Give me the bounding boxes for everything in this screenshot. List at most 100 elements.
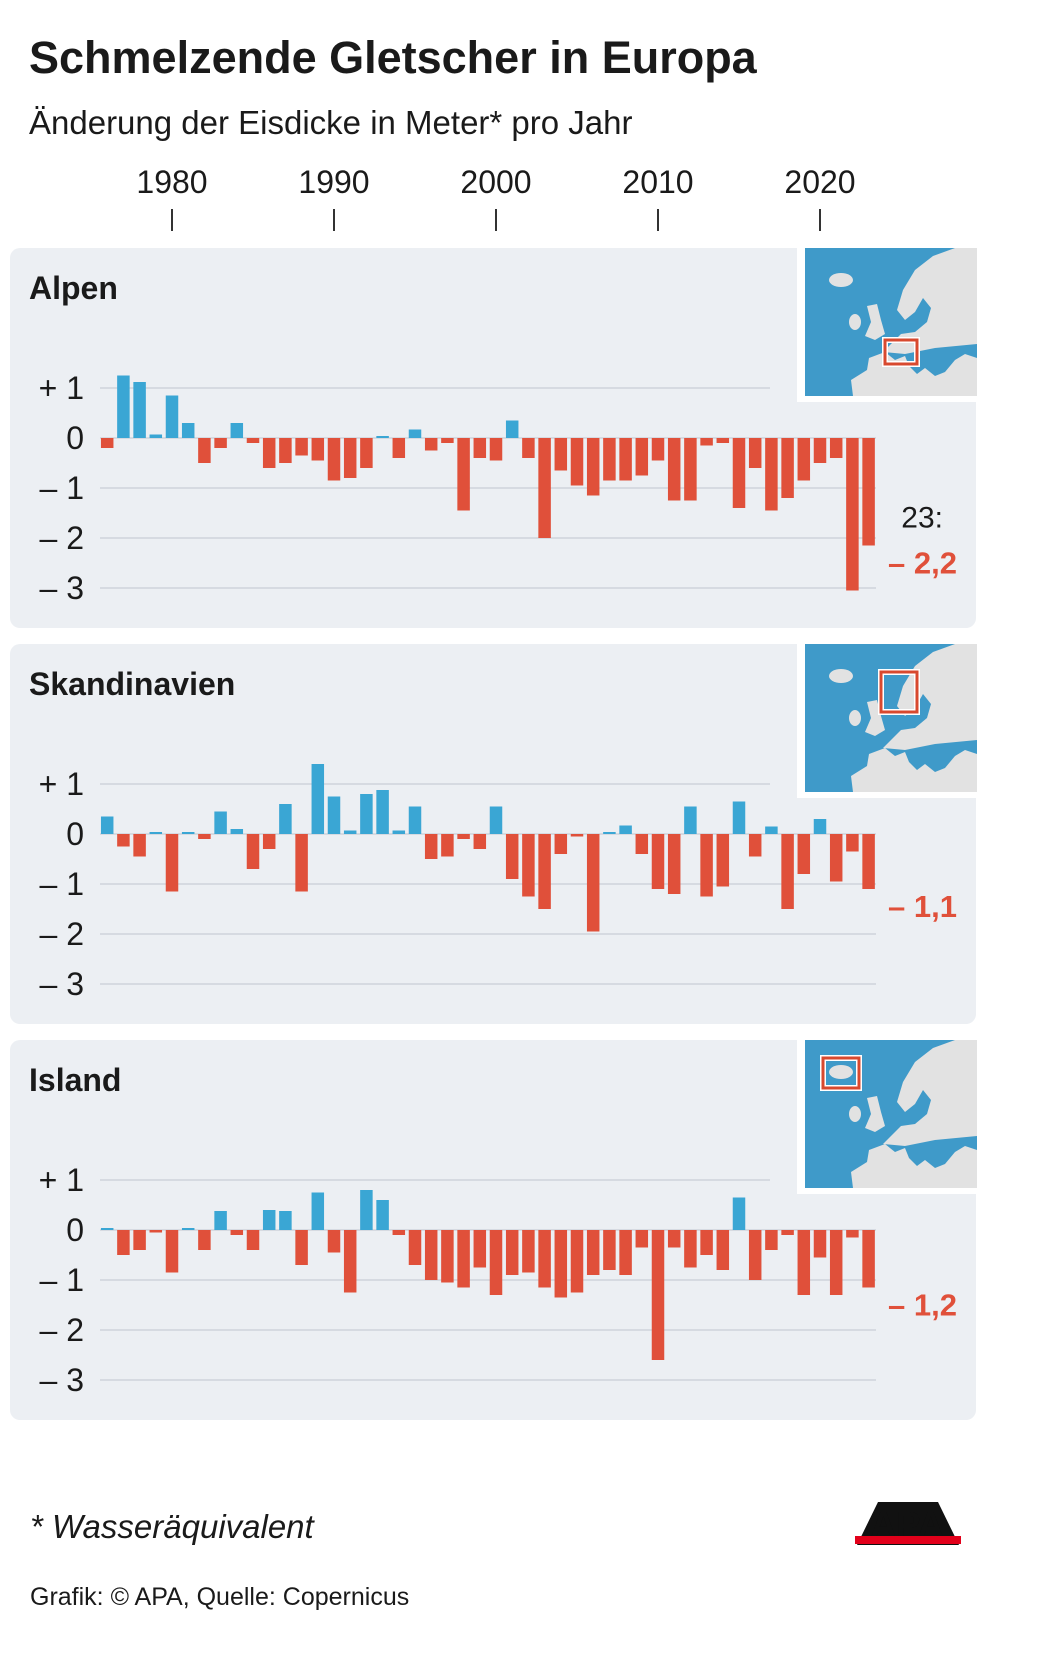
bar xyxy=(797,1230,811,1295)
bar xyxy=(149,1230,163,1233)
bar xyxy=(586,438,600,496)
panel-title: Alpen xyxy=(29,270,118,306)
bar xyxy=(198,834,211,839)
bar xyxy=(829,1230,843,1295)
bar xyxy=(765,438,778,511)
map-highlight xyxy=(821,1056,861,1090)
bar xyxy=(100,438,114,448)
apa-logo-shape xyxy=(857,1502,959,1545)
bar xyxy=(262,834,276,849)
y-tick-label: – 1 xyxy=(40,866,84,902)
bar xyxy=(651,834,665,889)
x-tick-label: 2010 xyxy=(622,164,693,200)
bar xyxy=(100,816,114,834)
bar xyxy=(554,834,568,854)
bar xyxy=(246,834,260,869)
y-tick-label: – 1 xyxy=(40,470,84,506)
bar xyxy=(117,834,130,847)
bar xyxy=(457,1230,470,1288)
bar xyxy=(360,794,373,834)
x-tick-label: 2000 xyxy=(460,164,531,200)
bar xyxy=(214,438,227,448)
bar xyxy=(667,438,681,501)
bar xyxy=(619,438,632,481)
bar xyxy=(295,1230,308,1265)
bar xyxy=(392,438,406,458)
bar xyxy=(311,438,325,461)
bar xyxy=(748,438,762,468)
bar xyxy=(165,395,179,438)
y-tick-label: 0 xyxy=(66,1212,84,1248)
bar xyxy=(635,834,649,854)
bar xyxy=(311,764,325,834)
bar xyxy=(684,438,697,501)
bar xyxy=(781,834,794,909)
bar xyxy=(181,1228,195,1230)
bar xyxy=(327,438,341,481)
bar xyxy=(651,438,665,461)
bar xyxy=(684,1230,697,1268)
bar xyxy=(360,1190,373,1230)
bar xyxy=(117,1230,130,1255)
europe-map-iceland-highlight xyxy=(805,1040,977,1188)
bar xyxy=(748,834,762,857)
europe-map-scandinavia-highlight xyxy=(805,644,977,792)
bar xyxy=(603,438,616,481)
bar xyxy=(441,834,454,857)
map-land-south xyxy=(851,1040,977,1188)
bar xyxy=(327,796,341,834)
bar xyxy=(489,1230,503,1295)
y-tick-label: + 1 xyxy=(39,1162,84,1198)
bar xyxy=(457,438,470,511)
bar xyxy=(149,832,163,834)
bar xyxy=(684,806,697,834)
bar xyxy=(246,438,260,443)
bar xyxy=(214,1211,227,1230)
bar xyxy=(846,834,859,852)
y-tick-label: 0 xyxy=(66,816,84,852)
bar xyxy=(797,834,811,874)
map-iceland xyxy=(829,1065,853,1079)
bar xyxy=(424,834,438,859)
bar xyxy=(279,1211,292,1230)
bar xyxy=(505,1230,519,1275)
x-tick-label: 1990 xyxy=(298,164,369,200)
last-value-label: – 1,1 xyxy=(888,889,957,924)
bar xyxy=(716,438,730,443)
bar xyxy=(554,1230,568,1298)
bar xyxy=(343,830,357,834)
bar xyxy=(813,438,827,463)
footnote: * Wasseräquivalent xyxy=(30,1508,314,1545)
bar xyxy=(343,438,357,478)
bar xyxy=(441,1230,454,1283)
x-axis: 1980 1990 2000 2010 2020 xyxy=(136,164,856,231)
y-tick-label: – 2 xyxy=(40,916,84,952)
bar xyxy=(473,834,487,849)
bar xyxy=(570,438,584,486)
map-land-north xyxy=(883,644,977,750)
bar xyxy=(473,1230,487,1268)
bar xyxy=(700,1230,713,1255)
bar xyxy=(667,1230,681,1248)
map-highlight xyxy=(883,338,919,366)
panel-skandinavien: Skandinavien + 1 0 – 1 – 2 – 3 – 1,1 xyxy=(10,640,981,1024)
y-tick-label: – 3 xyxy=(40,966,84,1002)
y-tick-label: + 1 xyxy=(39,766,84,802)
bar xyxy=(376,790,389,834)
bar xyxy=(392,830,406,834)
bar xyxy=(667,834,681,894)
bar xyxy=(862,834,875,889)
bar xyxy=(214,811,227,834)
panel-title: Island xyxy=(29,1062,121,1098)
bar xyxy=(538,438,551,538)
bar xyxy=(846,1230,859,1238)
bar xyxy=(230,1230,244,1235)
bar xyxy=(862,1230,875,1288)
bar xyxy=(505,420,519,438)
bar xyxy=(376,436,389,438)
bar xyxy=(262,1210,276,1230)
bar xyxy=(181,832,195,834)
bar xyxy=(619,1230,632,1275)
bar xyxy=(100,1228,114,1230)
